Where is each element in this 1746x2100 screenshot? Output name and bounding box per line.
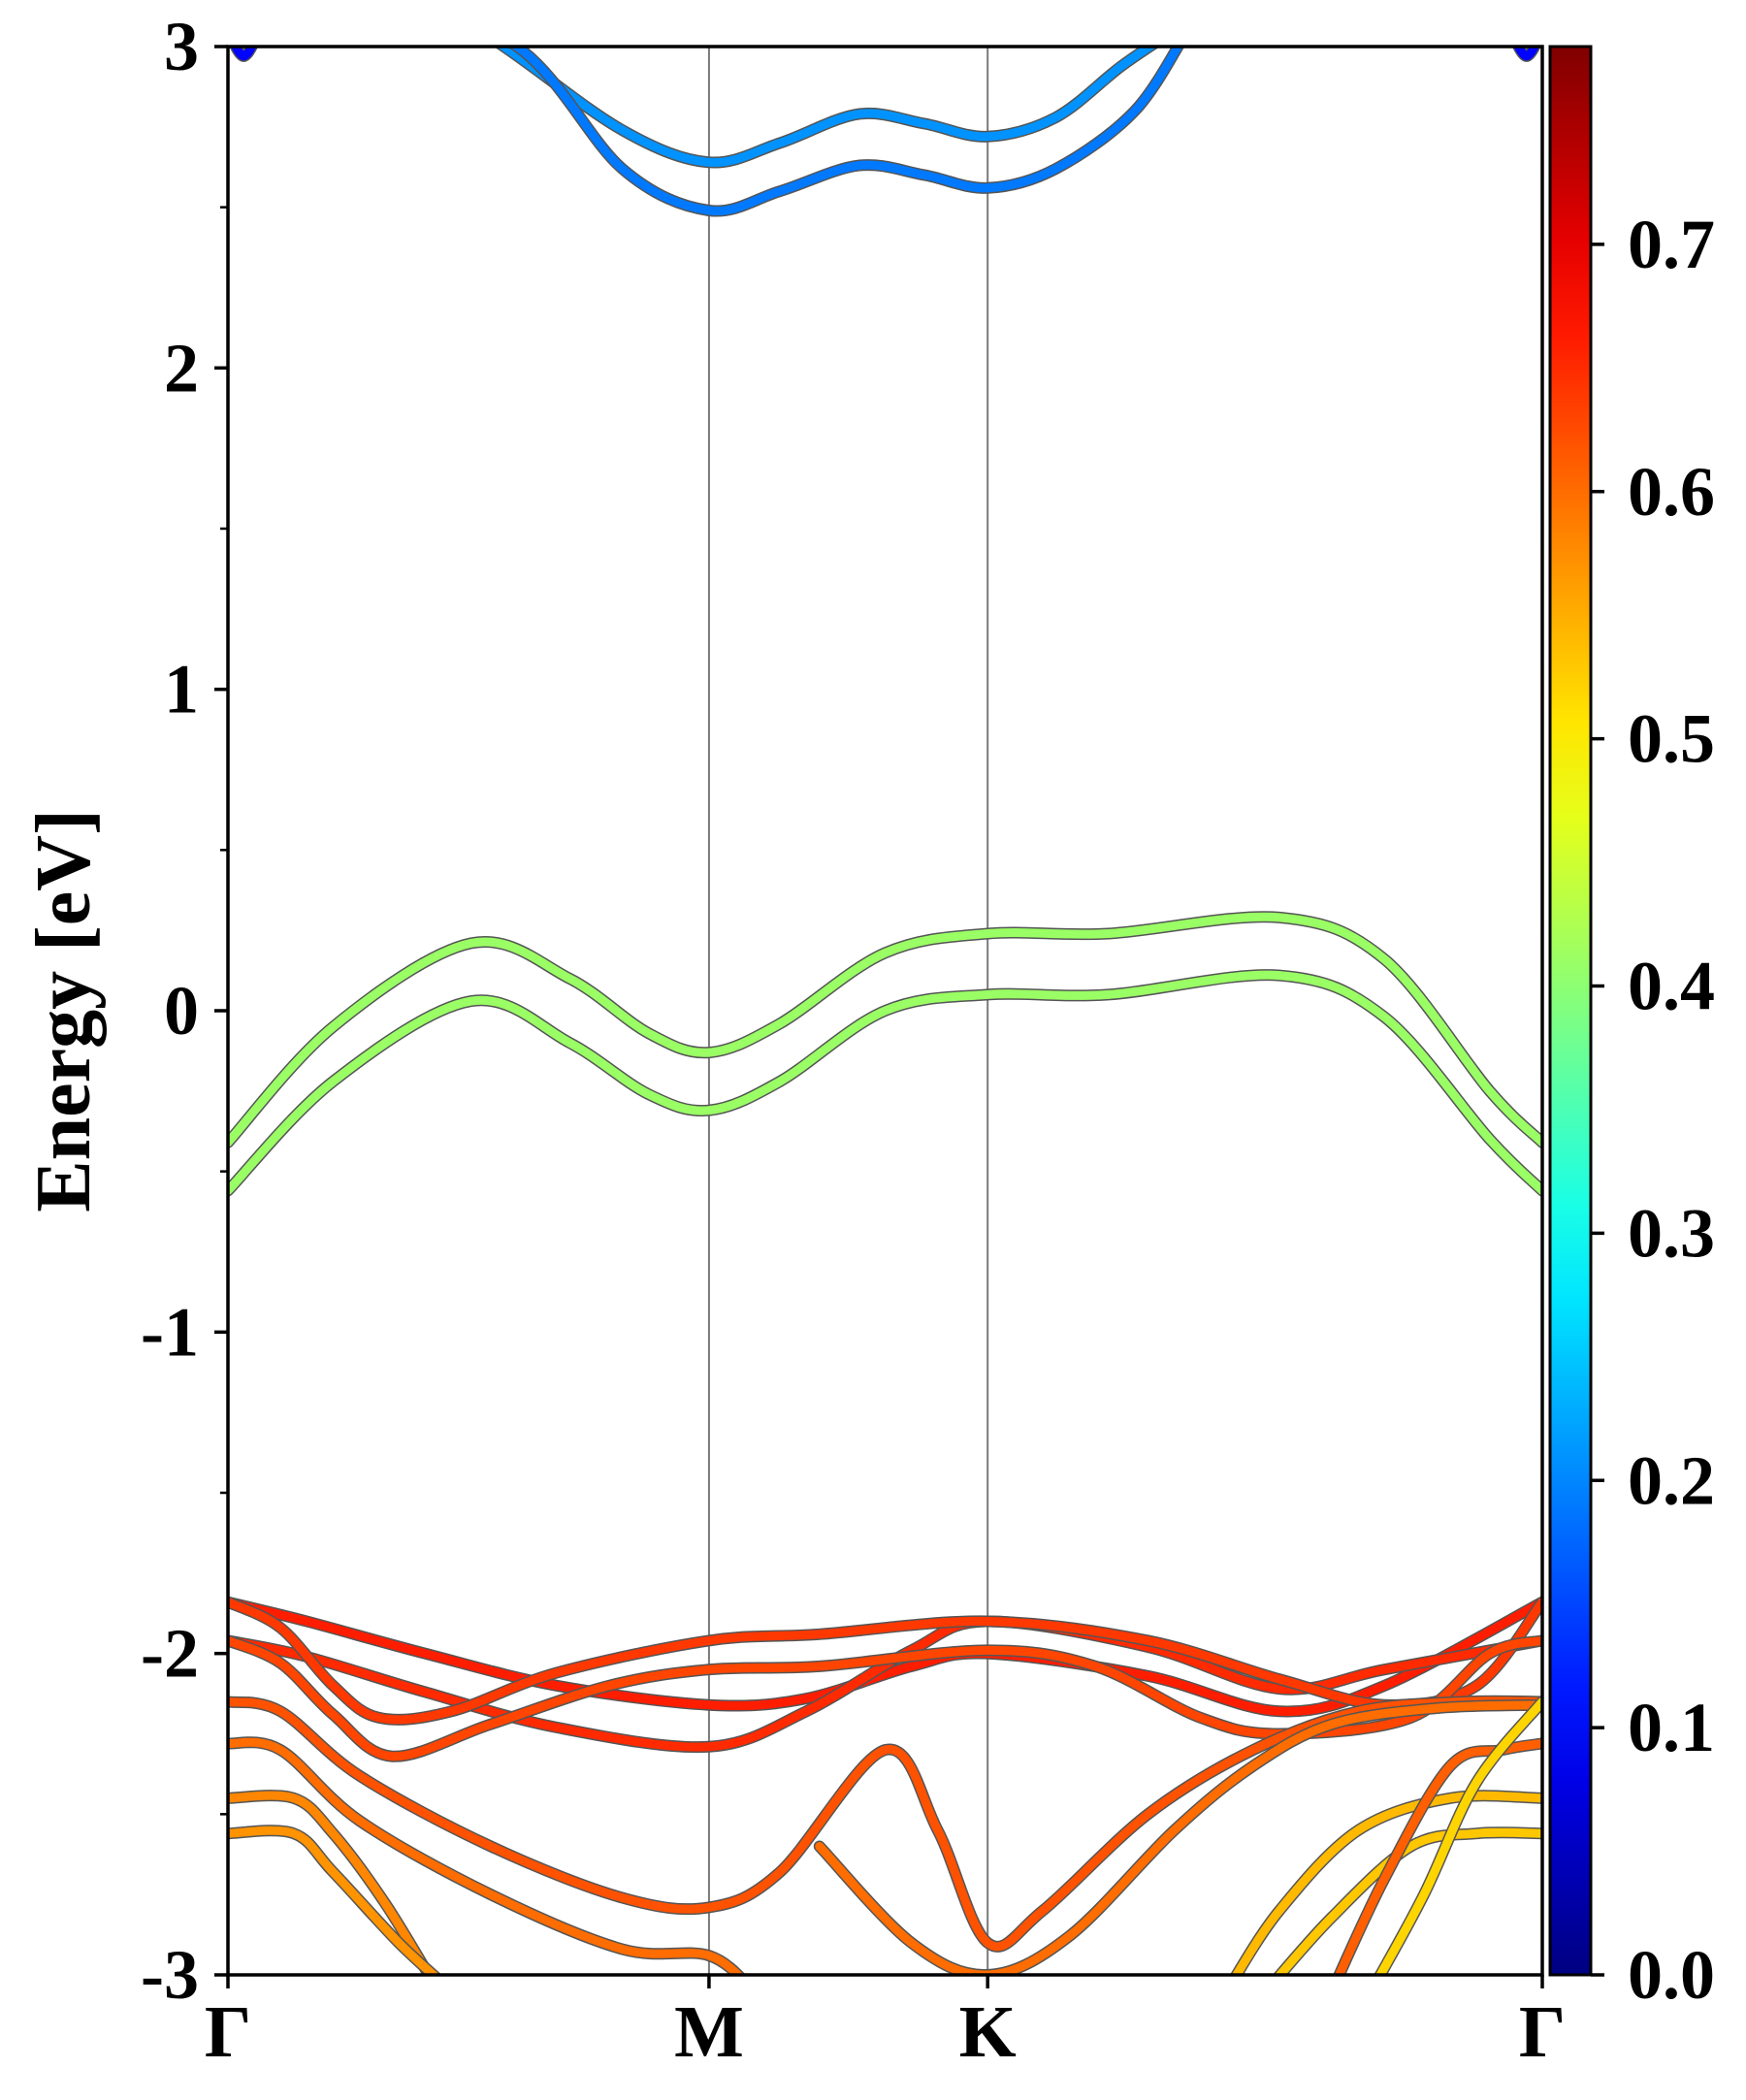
y-tick-label-1: -2 (141, 1615, 199, 1693)
colorbar-tick-label-1: 0.1 (1628, 1689, 1715, 1766)
band-1 (508, 47, 1183, 216)
band-13 (1231, 1791, 1542, 1975)
band-0 (496, 47, 1158, 167)
band-18 (1513, 47, 1540, 61)
colorbar-tick-label-3: 0.3 (1628, 1194, 1715, 1272)
y-tick-label-6: 3 (164, 8, 199, 85)
band-3 (228, 970, 1542, 1195)
band-2 (228, 912, 1542, 1147)
band-8 (228, 1696, 1542, 1952)
band-9 (228, 1737, 745, 1975)
y-tick-label-3: 0 (164, 972, 199, 1050)
y-tick-label-4: 1 (164, 651, 199, 728)
colorbar-tick-label-4: 0.4 (1628, 948, 1715, 1025)
band-outline-0 (493, 47, 1161, 169)
colorbar-tick-label-6: 0.6 (1628, 453, 1715, 531)
x-tick-label-2: K (959, 1991, 1017, 2073)
colorbar-tick-label-7: 0.7 (1628, 206, 1715, 283)
band-11 (228, 1791, 435, 1975)
band-outline-11 (228, 1790, 436, 1975)
x-tick-label-0: Γ (205, 1991, 251, 2073)
colorbar-gradient (1548, 45, 1593, 1977)
band-12 (228, 1825, 440, 1975)
axes-layer: -3 -2 -1 0 1 2 3 Γ M K Γ (141, 8, 1566, 2073)
y-tick-label-2: -1 (141, 1293, 199, 1371)
y-axis-label: Energy [eV] (21, 809, 107, 1212)
band-7 (228, 1635, 1542, 1761)
colorbar-tick-label-5: 0.5 (1628, 700, 1715, 778)
colorbar-tick-label-0: 0.0 (1628, 1936, 1715, 2014)
y-tick-label-0: -3 (141, 1936, 199, 2014)
colorbar-tick-label-2: 0.2 (1628, 1441, 1715, 1519)
band-17 (230, 47, 257, 61)
band-16 (1374, 1696, 1542, 1975)
x-tick-label-1: M (674, 1991, 744, 2073)
band-outline-14 (1272, 1826, 1542, 1975)
band-10 (815, 1700, 1542, 1975)
y-tick-label-5: 2 (164, 329, 199, 406)
x-tick-label-3: Γ (1519, 1991, 1566, 2073)
plot-area (228, 47, 1542, 1975)
colorbar: 0.0 0.1 0.2 0.3 0.4 0.5 0.6 0.7 (1548, 45, 1715, 2014)
